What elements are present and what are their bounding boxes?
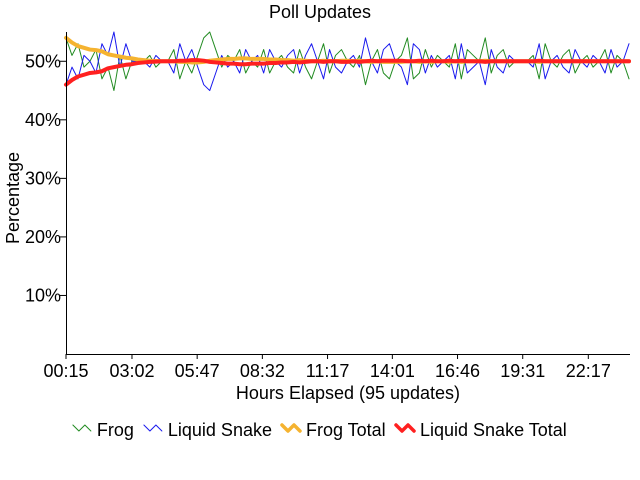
legend-label: Liquid Snake Total — [420, 420, 567, 440]
x-tick-label: 11:17 — [306, 361, 350, 381]
x-tick-label: 05:47 — [175, 361, 220, 381]
y-tick-label: 40% — [25, 110, 61, 130]
legend: Frog Liquid Snake Frog Total Liquid Snake T… — [72, 420, 567, 440]
legend-swatch-liquid-snake — [143, 424, 163, 432]
y-ticks: 10% 20% 30% 40% 50% — [25, 51, 66, 305]
x-tick-label: 19:31 — [500, 361, 545, 381]
legend-swatch-frog-total — [280, 423, 302, 433]
legend-label: Liquid Snake — [168, 420, 272, 440]
x-tick-label: 22:17 — [566, 361, 611, 381]
legend-swatch-liquid-snake-total — [394, 423, 416, 433]
x-tick-label: 03:02 — [109, 361, 154, 381]
x-ticks: 00:15 03:02 05:47 08:32 11:17 14:01 16:46 19:31… — [43, 354, 611, 381]
legend-label: Frog Total — [306, 420, 386, 440]
y-tick-label: 10% — [25, 285, 61, 305]
x-tick-label: 00:15 — [43, 361, 88, 381]
y-tick-label: 30% — [25, 168, 61, 188]
legend-swatch-frog — [72, 424, 92, 432]
series-layer — [64, 31, 631, 92]
x-axis-label: Hours Elapsed (95 updates) — [236, 383, 460, 403]
y-tick-label: 50% — [25, 51, 61, 71]
x-tick-label: 14:01 — [370, 361, 415, 381]
x-tick-label: 16:46 — [435, 361, 480, 381]
chart-title: Poll Updates — [269, 2, 371, 22]
y-axis-label: Percentage — [3, 152, 23, 244]
series-line-liquid-snake-total — [64, 58, 631, 87]
x-tick-label: 08:32 — [240, 361, 285, 381]
y-tick-label: 20% — [25, 227, 61, 247]
legend-label: Frog — [97, 420, 134, 440]
